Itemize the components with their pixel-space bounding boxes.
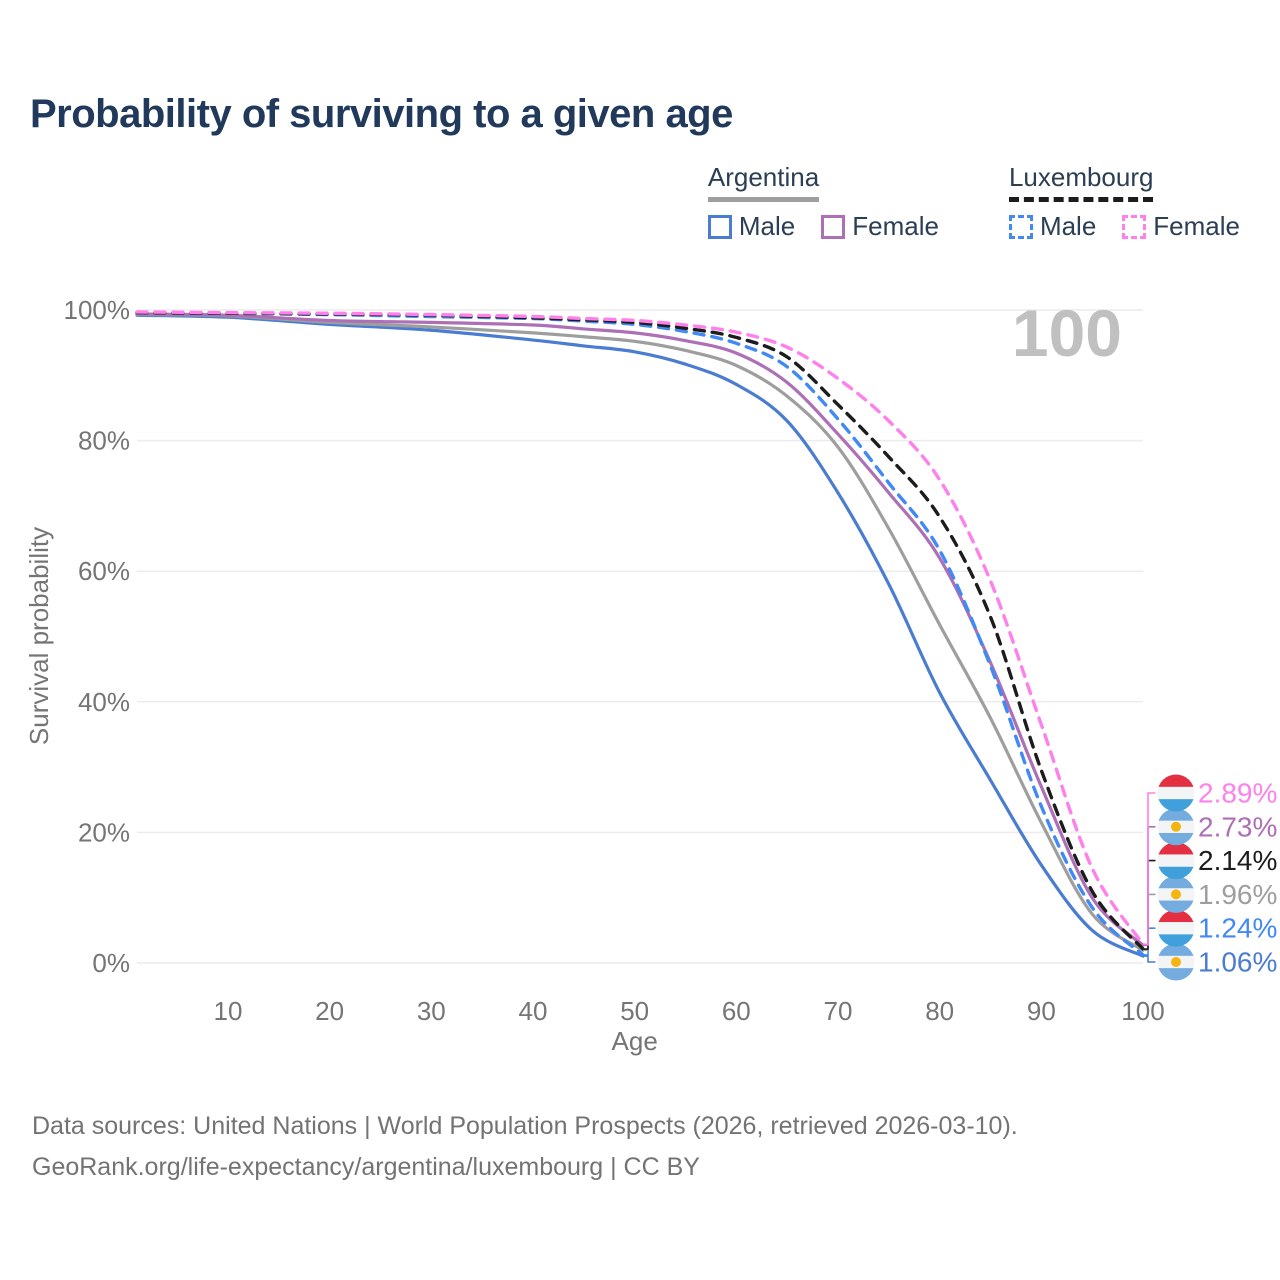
argentina-female-swatch-icon [821,214,846,239]
curve-luxembourg-both-sexes [135,310,1145,951]
legend-country-argentina: Argentina [707,162,820,202]
flag-icon-luxembourg [1157,774,1195,812]
flag-icon-luxembourg [1157,842,1195,880]
end-value-label-argentina-female: 2.73% [1198,811,1277,842]
curve-argentina-both-sexes [135,312,1145,952]
legend-item-argentina-male[interactable]: Male [707,211,796,242]
end-value-label-argentina-male: 1.06% [1198,947,1277,978]
y-tick-label: 0% [92,948,130,978]
x-tick-label: 100 [1121,996,1164,1026]
x-tick-label: 50 [620,996,649,1026]
label-connector [1143,859,1156,950]
end-value-label-argentina-both-sexes: 1.96% [1198,879,1277,910]
flag-icon-argentina [1157,875,1195,913]
x-tick-label: 30 [417,996,446,1026]
end-value-label-luxembourg-male: 1.24% [1198,913,1277,944]
x-tick-label: 80 [925,996,954,1026]
legend-item-label: Female [1153,211,1240,241]
argentina-male-swatch-icon [707,214,732,239]
x-tick-label: 40 [519,996,548,1026]
x-tick-label: 90 [1027,996,1056,1026]
luxembourg-male-swatch-icon [1008,214,1033,239]
legend-item-label: Female [852,211,939,241]
x-tick-label: 60 [722,996,751,1026]
legend: Argentina Male Female Luxembourg Male [707,162,1240,242]
y-tick-label: 20% [78,817,130,847]
x-tick-label: 70 [824,996,853,1026]
legend-item-label: Male [738,211,796,241]
legend-item-argentina-female[interactable]: Female [821,211,939,242]
legend-item-luxembourg-female[interactable]: Female [1122,211,1240,242]
footer-line-sources: Data sources: United Nations | World Pop… [32,1112,1018,1140]
x-axis-title: Age [612,1026,658,1056]
curve-luxembourg-male [135,310,1145,957]
flag-icon-argentina [1157,808,1195,846]
footer-line-attribution: GeoRank.org/life-expectancy/argentina/lu… [32,1153,700,1181]
label-connector [1143,893,1156,952]
data-source-footer: Data sources: United Nations | World Pop… [32,1106,1018,1188]
y-tick-label: 100% [64,295,131,325]
x-tick-label: 10 [214,996,243,1026]
curve-luxembourg-female [135,310,1145,946]
end-value-label-luxembourg-female: 2.89% [1198,778,1277,809]
y-tick-label: 60% [78,556,130,586]
legend-group-luxembourg: Luxembourg Male Female [1008,162,1240,242]
x-tick-label: 20 [315,996,344,1026]
y-axis-title: Survival probability [24,527,54,745]
page-title: Probability of surviving to a given age [30,92,733,136]
flag-icon-luxembourg [1157,909,1195,947]
label-connector [1143,955,1156,963]
age-watermark: 100 [1012,296,1122,370]
y-tick-label: 80% [78,426,130,456]
curve-argentina-female [135,312,1145,947]
label-connector [1143,792,1156,945]
curve-argentina-male [135,313,1145,958]
luxembourg-female-swatch-icon [1122,214,1147,239]
end-value-label-luxembourg-both-sexes: 2.14% [1198,845,1277,876]
y-tick-label: 40% [78,687,130,717]
legend-item-label: Male [1039,211,1097,241]
legend-country-luxembourg: Luxembourg [1008,162,1154,202]
legend-group-argentina: Argentina Male Female [707,162,939,242]
flag-icon-argentina [1157,943,1195,981]
legend-item-luxembourg-male[interactable]: Male [1008,211,1097,242]
